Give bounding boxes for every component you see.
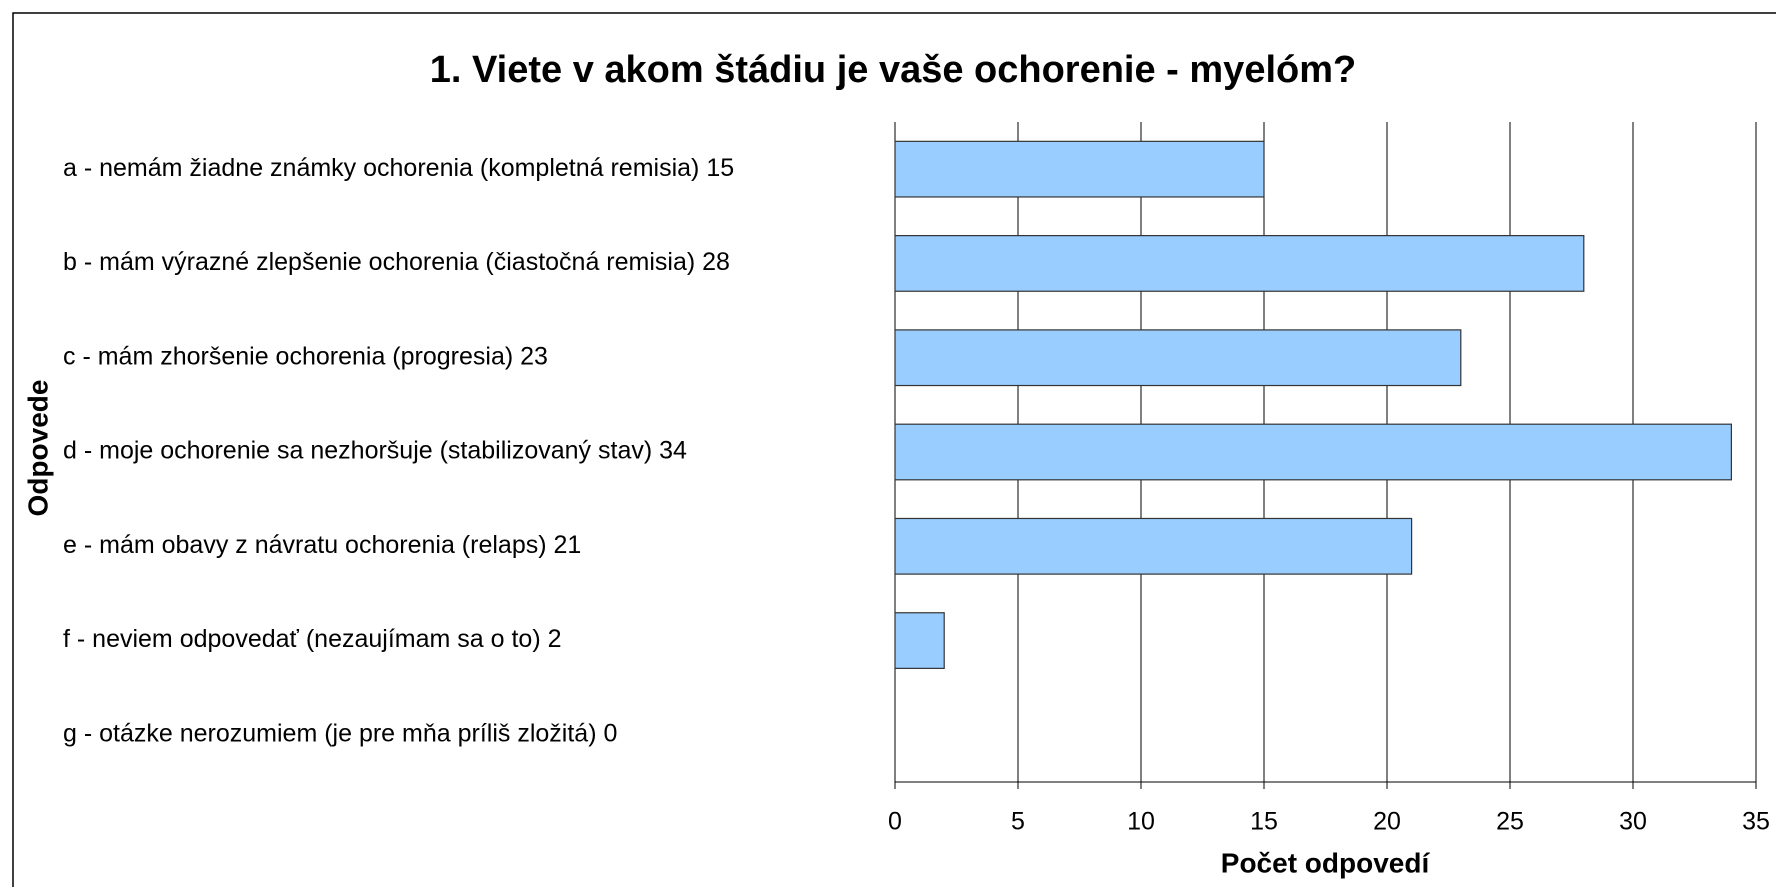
y-tick-label: d - moje ochorenie sa nezhoršuje (stabil… xyxy=(63,437,687,465)
x-tick-label: 25 xyxy=(1496,808,1524,836)
y-tick-label: c - mám zhoršenie ochorenia (progresia) … xyxy=(63,342,548,370)
x-tick-label: 20 xyxy=(1373,808,1401,836)
x-tick-label: 35 xyxy=(1742,808,1770,836)
y-tick-label: e - mám obavy z návratu ochorenia (relap… xyxy=(63,531,581,559)
bar xyxy=(894,235,1585,292)
x-axis-title: Počet odpovedí xyxy=(1221,847,1431,878)
y-tick-label: f - neviem odpovedať (nezaujímam sa o to… xyxy=(63,625,562,653)
bar xyxy=(894,329,1462,387)
chart-title: 1. Viete v akom štádiu je vaše ochorenie… xyxy=(430,49,1356,91)
bar xyxy=(894,517,1413,575)
bar xyxy=(894,612,945,669)
y-axis-title: Odpovede xyxy=(22,380,53,517)
x-tick-label: 30 xyxy=(1619,808,1647,836)
x-tick-label: 15 xyxy=(1250,808,1278,836)
y-tick-label: g - otázke nerozumiem (je pre mňa príliš… xyxy=(63,719,617,747)
x-tick-label: 0 xyxy=(888,808,902,836)
chart-frame xyxy=(12,12,1776,887)
y-tick-label: b - mám výrazné zlepšenie ochorenia (čia… xyxy=(63,248,730,276)
bar xyxy=(894,423,1733,481)
x-tick-label: 10 xyxy=(1127,808,1155,836)
x-tick-label: 5 xyxy=(1011,808,1025,836)
bar xyxy=(894,140,1265,198)
y-tick-label: a - nemám žiadne známky ochorenia (kompl… xyxy=(63,154,734,182)
